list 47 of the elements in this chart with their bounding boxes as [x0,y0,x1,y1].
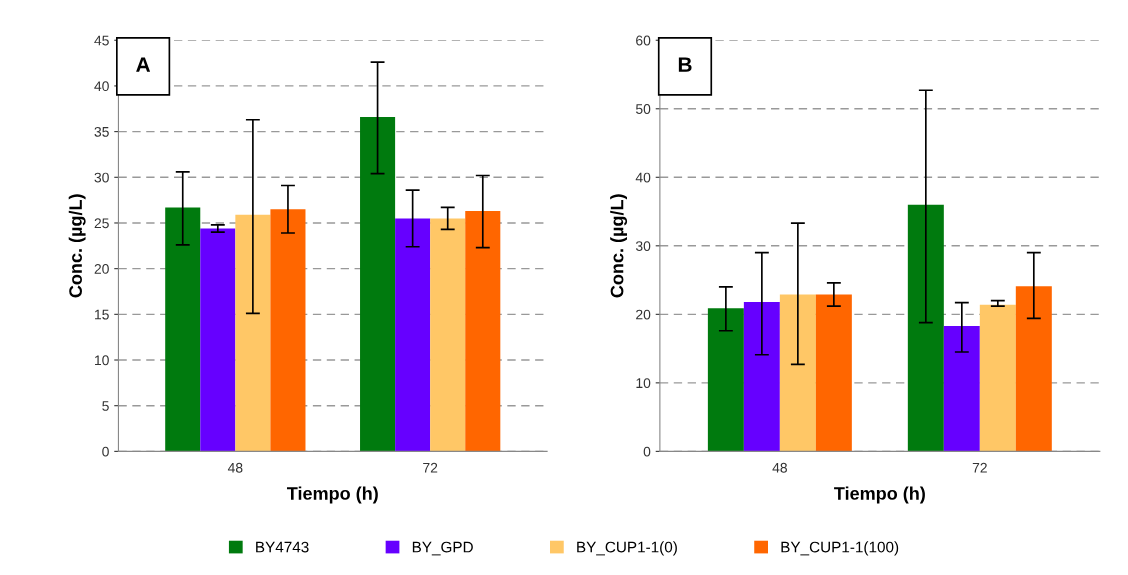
y-axis-title: Conc. (µg/L) [610,194,628,298]
y-tick-label: 15 [95,309,109,320]
y-tick-label: 0 [643,446,651,457]
x-tick-label: 48 [227,462,243,473]
y-tick-label: 0 [102,446,109,457]
y-tick-label: 50 [635,104,651,114]
bar [1015,286,1052,452]
x-axis-title: Tiempo (h) [834,486,925,504]
legend-label: BY_CUP1-1(100) [781,541,899,556]
y-tick-label: 30 [94,172,109,183]
x-axis-title: Tiempo (h) [286,486,378,504]
y-tick-label: 20 [636,309,651,320]
y-tick-label: 25 [94,218,109,229]
legend-label: BY_GPD [412,541,473,556]
y-tick-label: 10 [636,378,651,389]
bar [395,218,431,452]
y-tick-label: 5 [102,401,109,411]
x-tick-label: 72 [423,462,438,473]
y-tick-label: 35 [94,126,109,137]
bar [200,228,236,452]
x-tick-label: 72 [972,462,987,473]
y-tick-label: 20 [94,263,109,274]
y-tick-label: 10 [95,355,109,366]
y-tick-label: 40 [635,172,651,183]
bar [430,218,466,452]
bar [907,204,944,452]
y-tick-label: 60 [636,35,651,46]
bar [979,304,1016,452]
bar [270,209,306,452]
bar [707,308,744,452]
legend-label: BY_CUP1-1(0) [577,541,677,556]
bar [235,214,271,452]
annotation: A [136,57,151,72]
bar [165,207,201,452]
y-tick-label: 45 [94,35,109,46]
annotation: B [678,57,692,72]
bar [943,325,980,452]
bar [465,211,501,452]
bar [360,116,396,452]
y-tick-label: 30 [635,241,651,251]
y-axis-title: Conc. (µg/L) [68,194,86,298]
bar [815,294,852,452]
legend-label: BY4743 [256,541,309,553]
y-tick-label: 40 [94,81,109,92]
bar [779,294,816,452]
x-tick-label: 48 [772,462,787,473]
bar [743,302,780,452]
